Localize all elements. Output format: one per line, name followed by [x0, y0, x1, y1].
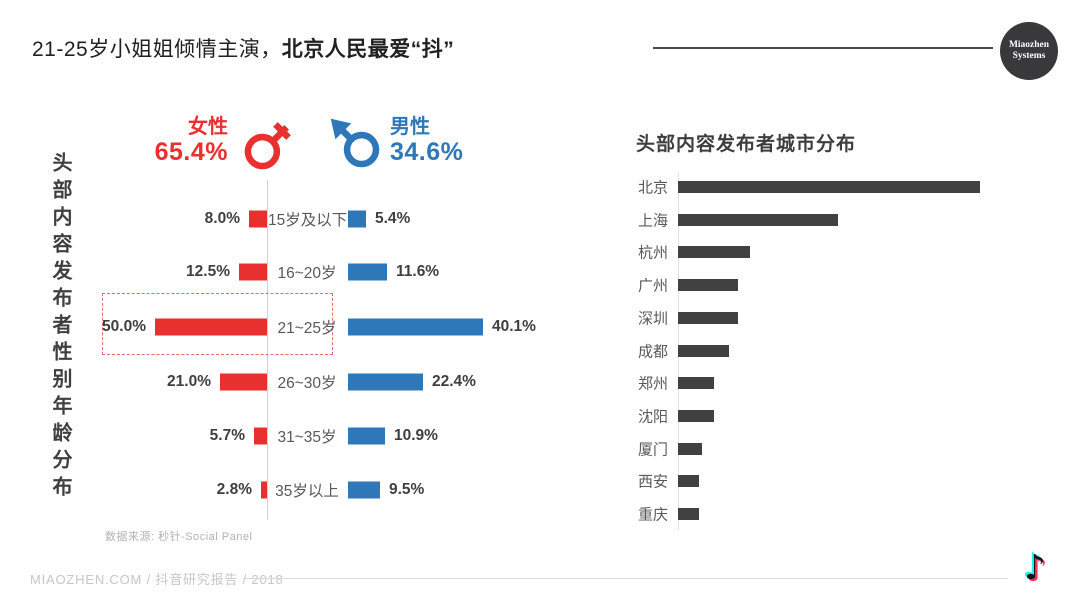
city-bar — [678, 213, 838, 226]
city-bar — [678, 344, 729, 357]
city-chart-title: 头部内容发布者城市分布 — [636, 134, 857, 155]
miaozhen-logo: Miaozhen Systems — [1000, 22, 1058, 80]
female-value-label: 8.0% — [204, 210, 240, 227]
age-category-label: 21~25岁 — [277, 320, 337, 337]
female-bar — [239, 263, 267, 281]
female-total-value: 65.4% — [154, 138, 228, 166]
female-legend: 女性 65.4% — [100, 116, 228, 167]
city-label: 上海 — [637, 212, 668, 230]
male-legend: 男性 34.6% — [390, 116, 530, 167]
female-gender-icon — [244, 122, 291, 170]
city-bar — [678, 475, 699, 488]
female-bar — [254, 427, 267, 445]
city-bar — [678, 246, 750, 259]
city-label: 重庆 — [637, 506, 668, 524]
city-row-8: 厦门 — [620, 433, 1060, 465]
age-row-2: 50.0% 21~25岁 40.1% — [0, 300, 560, 354]
city-bar — [678, 409, 714, 422]
douyin-note-icon: ♪ — [1024, 548, 1046, 588]
city-row-1: 上海 — [620, 204, 1060, 236]
city-bar — [678, 181, 980, 193]
city-label: 成都 — [637, 343, 668, 360]
female-value-label: 21.0% — [167, 373, 211, 390]
age-category-label: 35岁以上 — [275, 483, 339, 500]
female-value-label: 50.0% — [102, 318, 146, 335]
city-row-2: 杭州 — [620, 236, 1060, 268]
city-label: 深圳 — [637, 310, 668, 328]
city-label: 北京 — [637, 179, 668, 197]
miaozhen-logo-line1: Miaozhen — [1008, 40, 1050, 51]
age-row-3: 21.0% 26~30岁 22.4% — [0, 355, 560, 409]
age-category-label: 16~20岁 — [277, 265, 337, 282]
age-row-1: 12.5% 16~20岁 11.6% — [0, 245, 560, 299]
age-row-4: 5.7% 31~35岁 10.9% — [0, 409, 560, 463]
city-row-3: 广州 — [620, 269, 1060, 301]
miaozhen-logo-line2: Systems — [1012, 51, 1046, 61]
city-bar — [678, 442, 702, 455]
male-bar — [348, 481, 380, 499]
city-row-4: 深圳 — [620, 302, 1060, 334]
city-row-6: 郑州 — [620, 367, 1060, 399]
male-total-value: 34.6% — [390, 138, 464, 166]
male-value-label: 22.4% — [432, 373, 476, 390]
city-row-7: 沈阳 — [620, 400, 1060, 432]
city-row-5: 成都 — [620, 335, 1060, 367]
female-bar — [249, 210, 267, 228]
city-row-10: 重庆 — [620, 498, 1060, 530]
male-value-label: 9.5% — [389, 481, 425, 498]
city-label: 沈阳 — [637, 408, 668, 426]
male-gender-icon — [330, 118, 380, 168]
age-category-label: 31~35岁 — [277, 429, 337, 446]
city-bar — [678, 508, 699, 520]
male-bar — [348, 263, 387, 281]
age-category-label: 15岁及以下 — [268, 212, 348, 229]
footer-text: MIAOZHEN.COM / 抖音研究报告 / 2018 — [30, 572, 284, 587]
data-source-note: 数据来源: 秒针-Social Panel — [105, 531, 253, 543]
male-bar — [348, 373, 423, 391]
male-bar — [348, 427, 385, 445]
city-chart-rows: 北京上海杭州广州深圳成都郑州沈阳厦门西安重庆 — [620, 171, 1060, 531]
female-value-label: 5.7% — [209, 427, 245, 444]
age-pyramid-axis-line — [267, 180, 268, 520]
male-value-label: 40.1% — [492, 318, 536, 335]
city-row-0: 北京 — [620, 171, 1060, 203]
female-value-label: 12.5% — [186, 263, 230, 280]
male-value-label: 5.4% — [375, 210, 411, 227]
slide-title-regular: 21-25岁小姐姐倾情主演， — [32, 38, 282, 61]
female-bar — [155, 318, 267, 336]
slide-title: 21-25岁小姐姐倾情主演，北京人民最爱“抖” — [32, 33, 454, 63]
city-row-9: 西安 — [620, 465, 1060, 497]
age-row-0: 8.0% 15岁及以下 5.4% — [0, 192, 560, 246]
age-pyramid-title: 头部内容发布者性别年龄分布 — [49, 152, 71, 503]
male-value-label: 11.6% — [396, 263, 440, 280]
female-value-label: 2.8% — [216, 481, 252, 498]
city-label: 厦门 — [637, 441, 668, 459]
male-label: 男性 — [390, 116, 430, 138]
male-bar — [348, 210, 366, 228]
age-category-label: 26~30岁 — [277, 375, 337, 392]
male-bar — [348, 318, 483, 336]
city-label: 广州 — [637, 277, 668, 295]
header-divider-line — [653, 47, 993, 49]
female-bar — [220, 373, 267, 391]
city-bar — [678, 279, 738, 292]
city-label: 郑州 — [637, 375, 668, 393]
city-bar — [678, 311, 738, 324]
male-value-label: 10.9% — [394, 427, 438, 444]
footer-divider-line — [243, 578, 1008, 579]
female-label: 女性 — [188, 116, 228, 138]
age-row-5: 2.8% 35岁以上 9.5% — [0, 463, 560, 517]
female-bar — [261, 481, 267, 499]
city-label: 西安 — [637, 473, 668, 491]
highlight-box-21-25 — [102, 293, 333, 355]
city-label: 杭州 — [637, 244, 668, 262]
city-bar — [678, 377, 714, 390]
slide-title-bold: 北京人民最爱“抖” — [281, 38, 455, 61]
